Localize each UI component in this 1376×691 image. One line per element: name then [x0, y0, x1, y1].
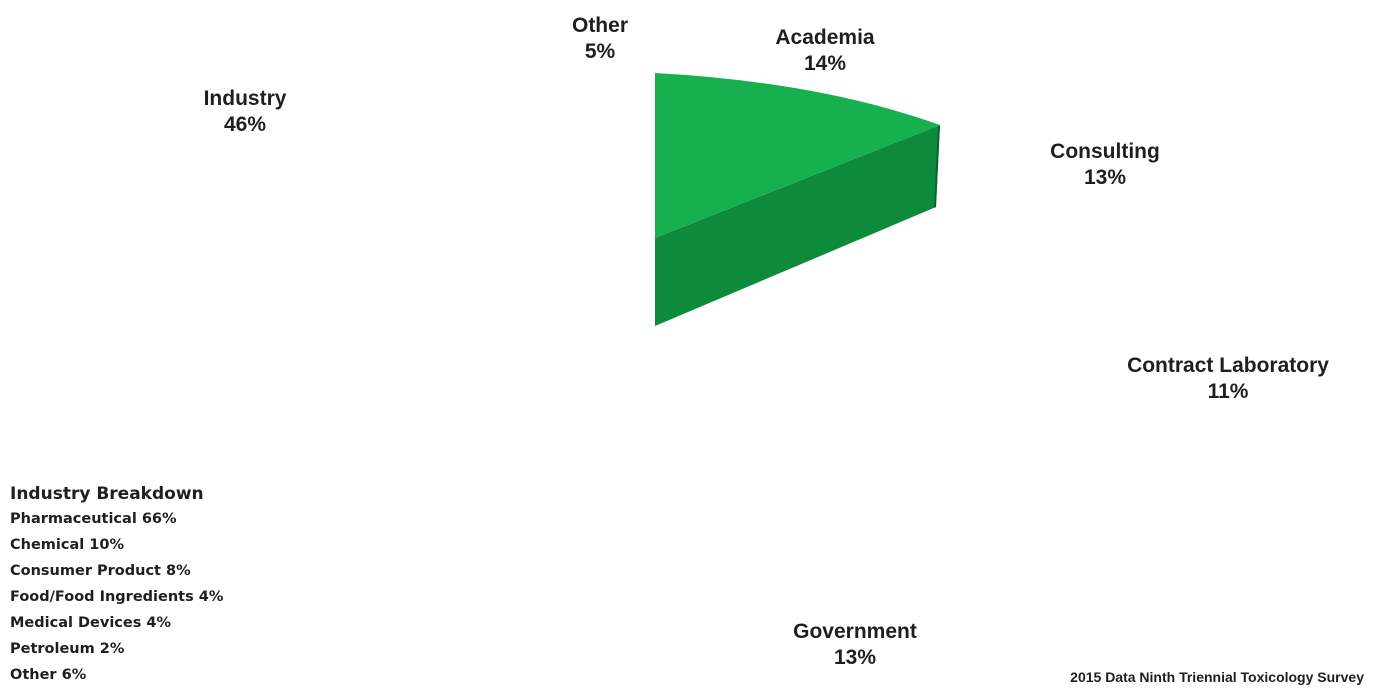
label-academia-name: Academia [775, 26, 875, 49]
industry-breakdown-item: Pharmaceutical 66% [10, 511, 177, 527]
label-academia-value: 14% [803, 52, 847, 75]
industry-breakdown-item: Food/Food Ingredients 4% [10, 589, 224, 605]
industry-breakdown-title: Industry Breakdown [10, 484, 204, 504]
industry-breakdown: Industry Breakdown Pharmaceutical 66% Ch… [10, 482, 223, 688]
label-industry-value: 46% [223, 113, 267, 136]
label-government-value: 13% [833, 646, 877, 669]
label-other: Other 5% [568, 13, 632, 65]
label-consulting-name: Consulting [1050, 140, 1160, 163]
academia-slice-side-outer [934, 125, 940, 208]
industry-breakdown-item: Medical Devices 4% [10, 615, 172, 631]
label-industry-name: Industry [203, 87, 287, 110]
label-consulting: Consulting 13% [1030, 139, 1180, 191]
academia-slice-top [655, 73, 940, 238]
industry-breakdown-item: Consumer Product 8% [10, 563, 191, 579]
industry-breakdown-item: Chemical 10% [10, 537, 124, 553]
label-academia: Academia 14% [760, 25, 890, 77]
source-note: 2015 Data Ninth Triennial Toxicology Sur… [1070, 669, 1364, 685]
label-government-name: Government [793, 620, 917, 643]
label-contract-laboratory: Contract Laboratory 11% [1100, 353, 1356, 405]
label-government: Government 13% [770, 619, 940, 671]
academia-slice-side-inner [655, 125, 940, 326]
label-contract-laboratory-name: Contract Laboratory [1127, 354, 1329, 377]
label-consulting-value: 13% [1083, 166, 1127, 189]
label-industry: Industry 46% [180, 86, 310, 138]
label-contract-laboratory-value: 11% [1207, 380, 1249, 403]
label-other-name: Other [571, 14, 628, 37]
label-other-value: 5% [584, 40, 616, 63]
industry-breakdown-item: Other 6% [10, 667, 87, 683]
industry-breakdown-item: Petroleum 2% [10, 641, 125, 657]
